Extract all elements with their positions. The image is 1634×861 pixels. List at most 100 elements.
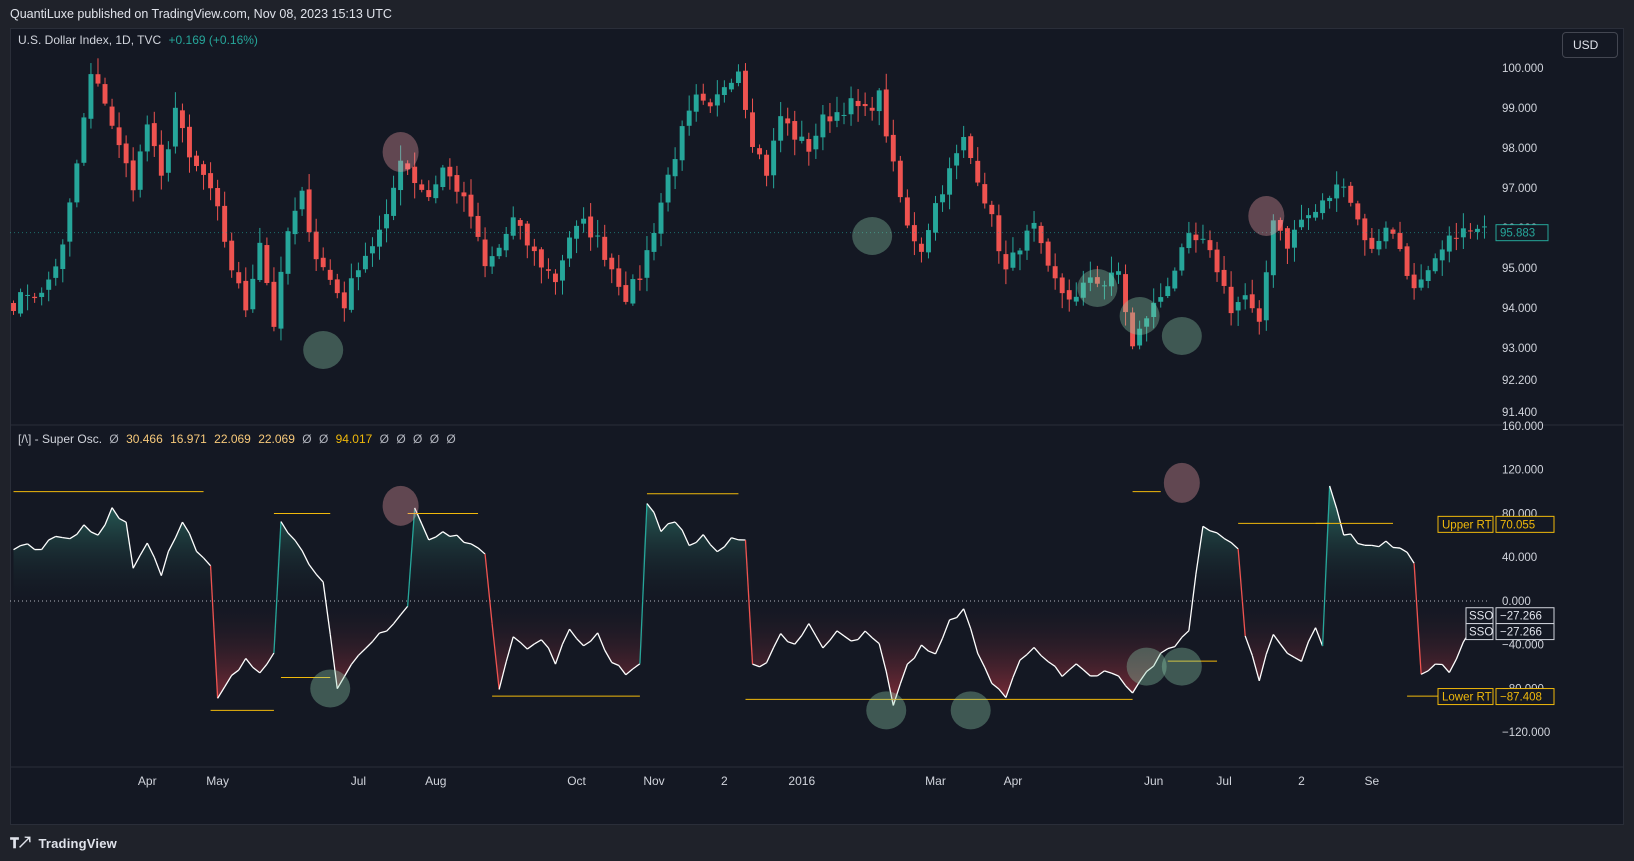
candle-body [179,110,185,129]
osc-line-segment [1287,652,1295,659]
candle-body [1256,308,1262,322]
osc-name[interactable]: [/\] - Super Osc. [18,432,103,446]
chart-canvas[interactable]: 100.00099.00098.00097.00096.00095.00094.… [10,28,1624,825]
candle-body [982,184,988,204]
osc-tick-label: −120.000 [1502,727,1550,739]
candle-body [327,269,333,280]
candle-body [1080,282,1086,298]
osc-line-segment [590,632,599,642]
osc-line-segment [1068,663,1077,671]
candle-body [201,164,207,175]
osc-value-3: 22.069 [214,432,251,446]
price-tick-label: 97.000 [1502,183,1537,195]
osc-line-segment [871,637,880,645]
candle-body [1193,234,1199,241]
osc-tick-label: 160.000 [1502,421,1544,433]
candle-body [123,143,129,164]
candle-body [1467,230,1473,232]
osc-line-segment [13,545,21,551]
highlight-circle-green [950,691,991,730]
osc-line-segment [1399,547,1408,553]
highlight-circle-red [1163,462,1200,503]
candle-body [926,230,931,253]
candle-body [454,175,460,192]
candle-body [616,268,622,287]
candle-body [714,94,720,106]
osc-line-group [13,485,1485,706]
osc-line-segment [625,668,634,676]
footer-brand[interactable]: 𝐓↗ TradingView [10,832,117,854]
candle-body [552,273,558,283]
candle-body [954,153,960,166]
candle-body [792,121,798,140]
main-legend: U.S. Dollar Index, 1D, TVC +0.169 (+0.16… [18,33,262,47]
osc-line-segment [1258,653,1267,681]
candle-body [299,190,305,210]
candle-body [222,205,228,242]
candle-body [1137,328,1143,346]
candle-body [11,302,16,311]
candle-body [785,118,791,124]
candle-body [433,184,439,199]
osc-line-segment [744,539,754,665]
time-axis-label: Se [1365,774,1380,788]
candle-body [1327,197,1333,202]
osc-line-segment [780,633,789,643]
osc-line-segment [1300,641,1310,662]
candle-body [67,202,73,242]
osc-line-segment [928,650,936,655]
candle-body [187,126,192,158]
osc-line-segment [1420,670,1429,675]
candle-body [285,231,291,274]
candle-body [813,135,819,150]
osc-line-segment [1441,664,1450,673]
osc-line-segment [998,688,1007,698]
osc-line-segment [913,644,923,659]
candle-body [1165,286,1171,297]
candle-body [806,139,812,152]
candle-body [1235,302,1241,311]
candle-body [412,166,418,184]
osc-positive-fill [13,485,1485,601]
highlight-circle-green [1077,269,1118,307]
osc-line-segment [801,623,810,636]
candle-body [869,107,875,111]
candle-body [574,225,580,239]
candle-body [1116,271,1121,275]
candle-body [194,155,199,166]
osc-line-segment [379,630,387,634]
label-name: Upper RT [1442,519,1492,531]
candle-body [1263,272,1269,321]
candle-body [158,144,164,176]
candle-body [292,210,298,235]
osc-line-segment [273,521,282,653]
label-value: −87.408 [1500,692,1542,704]
osc-line-segment [1117,675,1127,687]
label-name: SSO [1469,627,1493,639]
candle-body [1031,222,1037,229]
price-tick-label: 92.200 [1502,375,1537,387]
osc-line-segment [1357,542,1365,546]
candle-body [623,285,629,302]
candle-body [1270,220,1276,276]
change-value: +0.169 (+0.16%) [168,33,258,47]
osc-line-segment [991,682,1000,690]
osc-value-5: Ø [302,432,312,446]
osc-line-segment [301,550,310,565]
osc-line-segment [1279,643,1288,654]
osc-line-segment [1033,647,1042,656]
osc-value-7: 94.017 [335,432,373,446]
osc-line-segment [1054,666,1063,677]
candle-body [39,292,45,298]
candle-body [510,217,516,236]
osc-line-segment [287,532,296,541]
osc-line-segment [1448,658,1457,673]
currency-button[interactable]: USD [1562,32,1618,58]
candle-body [264,245,270,284]
candle-body [855,100,861,107]
footer-brand-label: TradingView [38,836,117,851]
candle-body [897,160,903,198]
symbol-label[interactable]: U.S. Dollar Index, 1D, TVC [18,33,162,47]
candle-body [398,160,404,191]
osc-line-segment [836,630,845,637]
